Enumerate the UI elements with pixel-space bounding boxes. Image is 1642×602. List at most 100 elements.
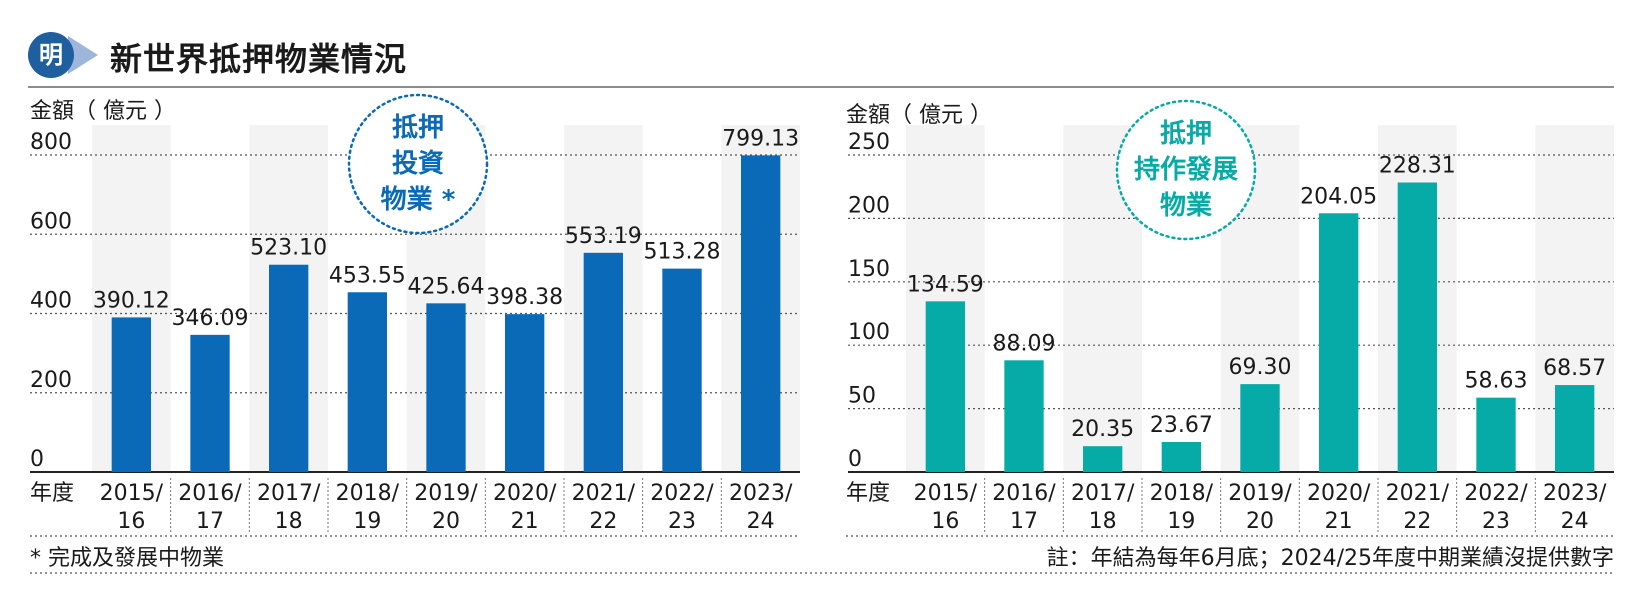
- chart1-x-tick-label: 2017/: [257, 481, 321, 506]
- chart2-x-axis-label: 年度: [846, 481, 890, 506]
- chart1-data-label: 553.19: [565, 224, 642, 249]
- chart2-x-tick-label: 2018/: [1150, 481, 1214, 506]
- chart1-x-tick-label: 21: [511, 509, 539, 534]
- chart1-badge-circle: [347, 93, 489, 235]
- chart1-x-tick-label: 22: [589, 509, 617, 534]
- chart2-data-label: 23.67: [1150, 413, 1213, 438]
- chart2-x-tick-label: 24: [1561, 509, 1589, 534]
- chart1-data-label: 523.10: [250, 236, 327, 261]
- chart2-y-axis-label: 金額（ 億元 ）: [846, 103, 992, 128]
- chart1-x-tick-label: 2022/: [650, 481, 714, 506]
- chart1-y-tick-label: 200: [30, 368, 72, 393]
- chart1-x-tick-label: 2016/: [178, 481, 242, 506]
- chart1-y-tick-label: 400: [30, 289, 72, 314]
- page-title: 新世界抵押物業情況: [110, 40, 408, 78]
- chart2-bar: [1161, 441, 1201, 472]
- chart2-x-tick-label: 2016/: [992, 481, 1056, 506]
- chart2-y-tick-label: 250: [848, 130, 890, 155]
- chart1-bar: [190, 334, 230, 472]
- chart2-bar: [1476, 397, 1516, 472]
- footnote-left: * 完成及發展中物業: [30, 546, 224, 571]
- chart1-data-label: 453.55: [329, 263, 406, 288]
- chart2-x-tick-label: 22: [1403, 509, 1431, 534]
- chart1-badge-text: 物業 *: [381, 185, 456, 215]
- chart2-badge-circle: [1115, 99, 1257, 241]
- chart2-x-tick-label: 19: [1167, 509, 1195, 534]
- chart1-data-label: 390.12: [93, 288, 170, 313]
- chart1-x-tick-label: 24: [747, 509, 775, 534]
- chart1-x-tick-label: 2018/: [336, 481, 400, 506]
- header-divider: [28, 86, 1614, 88]
- chart1-bar: [269, 264, 309, 472]
- chart2-x-tick-label: 20: [1246, 509, 1274, 534]
- chart1-y-tick-label: 0: [30, 447, 44, 472]
- chart1-data-label: 346.09: [172, 306, 249, 331]
- chart2-data-label: 204.05: [1300, 184, 1377, 209]
- chart1-bar: [741, 155, 781, 473]
- chart1-x-tick-label: 23: [668, 509, 696, 534]
- chart1-y-axis-label: 金額（ 億元 ）: [30, 99, 176, 124]
- ming-pao-logo: 明: [28, 32, 74, 78]
- chart2-x-tick-label: 2023/: [1543, 481, 1607, 506]
- chart1-data-label: 799.13: [722, 126, 799, 151]
- chart2-x-tick-label: 2015/: [914, 481, 978, 506]
- chart1-x-tick-label: 2019/: [414, 481, 478, 506]
- chart2-x-tick-label: 16: [931, 509, 959, 534]
- chart1-badge-text: 投資: [392, 149, 444, 179]
- chart2-data-label: 88.09: [993, 331, 1056, 356]
- chart1-bar: [347, 292, 387, 472]
- chart2-y-tick-label: 100: [848, 320, 890, 345]
- chart2-data-label: 69.30: [1229, 355, 1292, 380]
- chart2-bar: [1083, 446, 1123, 472]
- chart2-bar: [925, 301, 965, 472]
- chart2-badge-text: 持作發展: [1134, 155, 1238, 185]
- chart1-badge-text: 抵押: [392, 113, 444, 143]
- footnote-right: 註：年結為每年6月底；2024/25年度中期業績沒提供數字: [1046, 546, 1614, 571]
- chart1-x-tick-label: 2020/: [493, 481, 557, 506]
- chart2-y-tick-label: 50: [848, 384, 876, 409]
- chart1-x-tick-label: 2023/: [729, 481, 793, 506]
- chart1-bar: [426, 303, 466, 472]
- chart1-x-tick-label: 20: [432, 509, 460, 534]
- chart2-x-tick-label: 2019/: [1228, 481, 1292, 506]
- chart1-x-tick-label: 2015/: [100, 481, 164, 506]
- chart2-data-label: 68.57: [1543, 356, 1606, 381]
- chart2-x-tick-label: 18: [1089, 509, 1117, 534]
- chart2-bar: [1555, 385, 1595, 472]
- chart2-x-tick-label: 21: [1325, 509, 1353, 534]
- chart1-data-label: 425.64: [408, 274, 485, 299]
- chart1-data-label: 398.38: [486, 285, 563, 310]
- header: 明 新世界抵押物業情況: [28, 28, 1614, 84]
- chart1-y-tick-label: 800: [30, 130, 72, 155]
- chart1-bar: [583, 252, 623, 472]
- chart1-data-label: 513.28: [644, 240, 721, 265]
- chart2-y-tick-label: 200: [848, 193, 890, 218]
- chart1-bar: [505, 314, 545, 472]
- chart2-x-tick-label: 2022/: [1464, 481, 1528, 506]
- chart2-bar: [1397, 182, 1437, 472]
- chart1-x-tick-label: 19: [353, 509, 381, 534]
- chart2-data-label: 20.35: [1071, 417, 1134, 442]
- chart2-y-tick-label: 0: [848, 447, 862, 472]
- chart1-x-tick-label: 16: [117, 509, 145, 534]
- chart2-x-tick-label: 2021/: [1386, 481, 1450, 506]
- chart2-bar: [1004, 360, 1044, 472]
- chart2-bar: [1319, 213, 1359, 473]
- chart2-x-tick-label: 2020/: [1307, 481, 1371, 506]
- chart1-bar: [662, 268, 702, 472]
- chart2-bar: [1240, 384, 1280, 472]
- chart2-y-tick-label: 150: [848, 257, 890, 282]
- chart1-x-tick-label: 17: [196, 509, 224, 534]
- chart2-x-tick-label: 17: [1010, 509, 1038, 534]
- chart1-x-axis-label: 年度: [30, 481, 74, 506]
- chart1-bar: [111, 317, 151, 472]
- chart1-x-tick-label: 2021/: [572, 481, 636, 506]
- chart1-y-tick-label: 600: [30, 209, 72, 234]
- chart1-x-tick-label: 18: [275, 509, 303, 534]
- chart2-badge-text: 抵押: [1160, 119, 1212, 149]
- chart2-data-label: 58.63: [1465, 369, 1528, 394]
- chart2-badge-text: 物業: [1160, 191, 1212, 221]
- chart2-x-tick-label: 2017/: [1071, 481, 1135, 506]
- chart2-data-label: 134.59: [907, 272, 984, 297]
